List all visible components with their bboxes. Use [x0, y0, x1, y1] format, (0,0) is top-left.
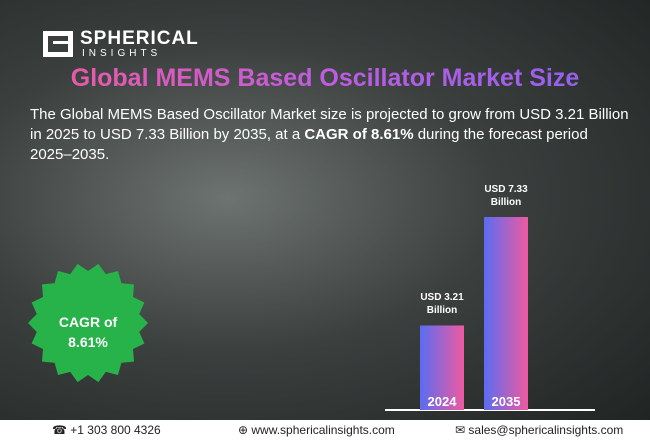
description-bold: CAGR of 8.61% — [304, 126, 414, 143]
chart-title: Global MEMS Based Oscillator Market Size — [0, 64, 650, 93]
value-label: USD 7.33 Billion — [484, 184, 528, 208]
phone: +1 303 800 4326 — [70, 423, 161, 437]
badge-text: CAGR of 8.61% — [58, 314, 118, 350]
logo-icon — [43, 31, 73, 57]
bar — [420, 325, 464, 410]
footer-website: ⊕ www.sphericalinsights.com — [238, 423, 395, 437]
x-tick-label: 2024 — [427, 394, 457, 409]
badge-star — [28, 263, 148, 383]
footer-phone: ☎ +1 303 800 4326 — [52, 423, 161, 437]
description-text: during the forecast period 2025–2035. — [30, 126, 588, 163]
logo-tagline: INSIGHTS — [82, 48, 162, 59]
footer — [0, 420, 650, 440]
logo-name: SPHERICAL — [80, 28, 199, 49]
website: www.sphericalinsights.com — [251, 423, 395, 437]
footer-email: ✉ sales@sphericalinsights.com — [455, 423, 624, 437]
description: The Global MEMS Based Oscillator Market … — [30, 105, 630, 165]
value-label: USD 3.21 Billion — [420, 292, 464, 317]
bar — [484, 217, 528, 410]
description-text: The Global MEMS Based Oscillator Market … — [30, 106, 629, 143]
x-tick-label: 2035 — [491, 394, 521, 409]
email: sales@sphericalinsights.com — [468, 423, 624, 437]
